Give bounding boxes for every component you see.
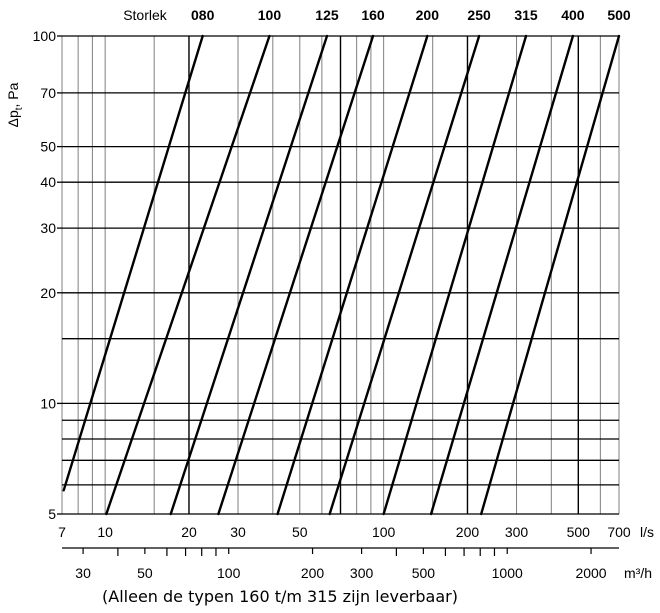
x-tick-label: 7 <box>58 524 66 540</box>
y-tick-label: 10 <box>40 395 56 411</box>
y-axis-label: Δpt, Pa <box>5 82 25 127</box>
x-tick-label: 20 <box>181 524 197 540</box>
x2-tick-label: 30 <box>75 565 91 581</box>
size-line-125 <box>169 34 329 516</box>
x-tick-label: 50 <box>292 524 308 540</box>
y-label-unit: , Pa <box>5 82 21 107</box>
size-line-250 <box>328 34 481 516</box>
x2-tick-label: 200 <box>301 565 325 581</box>
size-label-315: 315 <box>514 7 538 23</box>
x-tick-label: 700 <box>607 524 631 540</box>
size-label-080: 080 <box>191 7 215 23</box>
size-line-160 <box>217 34 375 516</box>
size-line-080 <box>62 34 204 492</box>
grid <box>61 35 620 515</box>
size-header: Storlek <box>123 7 168 23</box>
size-lines <box>62 34 621 516</box>
x2-tick-label: 50 <box>137 565 153 581</box>
x-tick-label: 30 <box>230 524 246 540</box>
x-axis-unit: l/s <box>640 524 654 540</box>
y-label-sub: t <box>14 107 25 110</box>
x-tick-label: 300 <box>505 524 529 540</box>
labels: Storlek l/s m³/h Δpt, Pa 5 10 20 30 40 50 70 10… <box>5 7 654 581</box>
y-label-main: Δp <box>5 110 21 127</box>
size-label-100: 100 <box>258 7 282 23</box>
size-label-125: 125 <box>315 7 339 23</box>
y-tick-label: 30 <box>40 220 56 236</box>
size-line-315 <box>382 34 528 516</box>
pressure-drop-chart: Storlek l/s m³/h Δpt, Pa 5 10 20 30 40 50 70 10… <box>5 7 654 581</box>
x2-tick-label: 1000 <box>492 565 523 581</box>
size-label-250: 250 <box>467 7 491 23</box>
size-label-160: 160 <box>361 7 385 23</box>
x2-tick-label: 500 <box>412 565 436 581</box>
x2-axis-unit: m³/h <box>624 565 652 581</box>
x-tick-label: 500 <box>567 524 591 540</box>
x-tick-label: 10 <box>97 524 113 540</box>
x2-tick-label: 100 <box>217 565 241 581</box>
footnote: (Alleen de typen 160 t/m 315 zijn leverb… <box>102 587 458 606</box>
y-tick-label: 100 <box>33 28 57 44</box>
x-tick-label: 100 <box>372 524 396 540</box>
size-label-500: 500 <box>607 7 631 23</box>
x2-tick-label: 2000 <box>575 565 606 581</box>
x2-tick-label: 300 <box>350 565 374 581</box>
y-tick-label: 40 <box>40 174 56 190</box>
size-line-400 <box>429 34 575 516</box>
size-line-100 <box>105 34 271 516</box>
size-label-200: 200 <box>416 7 440 23</box>
size-line-200 <box>276 34 429 516</box>
y-tick-label: 20 <box>40 285 56 301</box>
size-line-500 <box>479 34 621 516</box>
y-tick-label: 5 <box>48 506 56 522</box>
x-tick-label: 200 <box>456 524 480 540</box>
y-tick-label: 50 <box>40 139 56 155</box>
axes <box>57 35 619 556</box>
y-tick-label: 70 <box>40 85 56 101</box>
size-label-400: 400 <box>561 7 585 23</box>
